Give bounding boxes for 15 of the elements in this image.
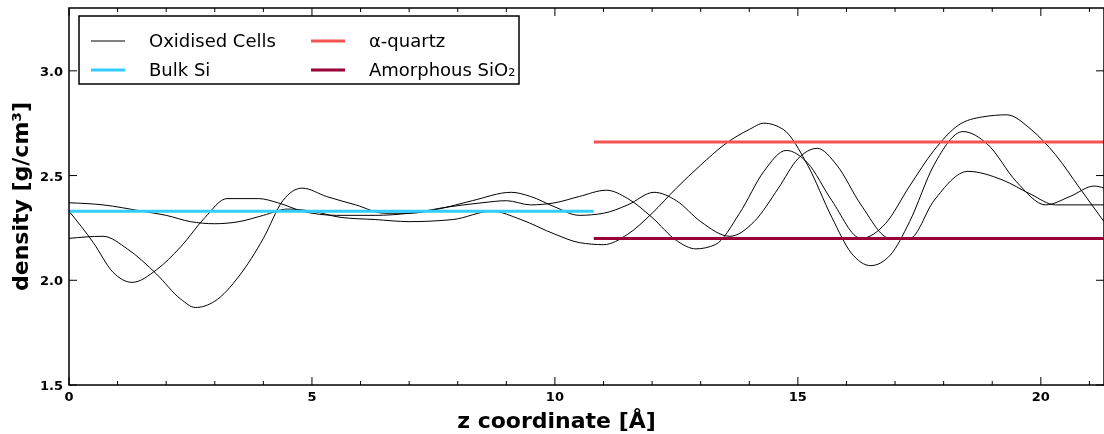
y-tick-label: 3.0 — [39, 63, 63, 79]
x-axis-title: z coordinate [Å] — [457, 408, 656, 433]
x-tick-label: 20 — [1031, 389, 1050, 404]
x-tick-label: 0 — [64, 389, 74, 404]
legend-label: Amorphous SiO₂ — [369, 59, 516, 80]
y-tick-label: 2.0 — [39, 273, 63, 289]
x-tick-label: 10 — [545, 389, 564, 404]
legend-label: Oxidised Cells — [149, 30, 276, 51]
x-tick-label: 15 — [788, 389, 807, 404]
x-tick-label: 5 — [307, 389, 317, 404]
y-tick-label: 2.5 — [39, 168, 63, 184]
legend-label: α-quartz — [369, 30, 446, 51]
legend-label: Bulk Si — [149, 59, 211, 80]
y-tick-label: 1.5 — [39, 378, 63, 393]
y-axis-title: density [g/cm³] — [8, 102, 33, 291]
